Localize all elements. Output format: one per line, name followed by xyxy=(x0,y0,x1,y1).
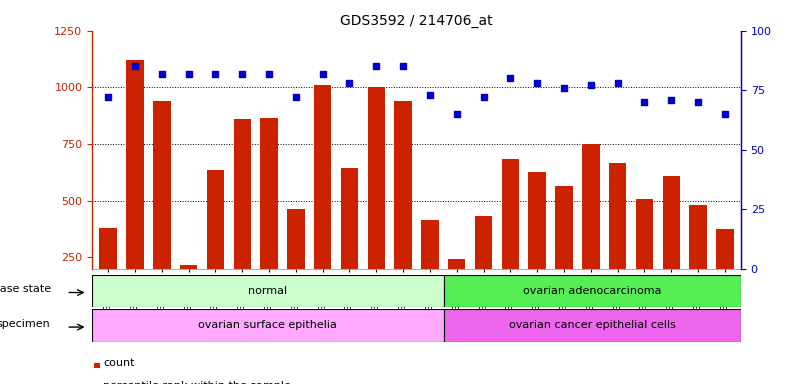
Bar xyxy=(582,144,599,314)
Bar xyxy=(94,363,99,368)
Bar xyxy=(444,309,741,342)
Point xyxy=(450,111,463,117)
Point xyxy=(718,111,731,117)
Point xyxy=(263,71,276,77)
Point xyxy=(182,71,195,77)
Point xyxy=(557,85,570,91)
Point xyxy=(370,63,383,70)
Point xyxy=(396,63,409,70)
Point xyxy=(343,80,356,86)
Text: ovarian adenocarcinoma: ovarian adenocarcinoma xyxy=(523,286,662,296)
Title: GDS3592 / 214706_at: GDS3592 / 214706_at xyxy=(340,14,493,28)
Bar xyxy=(260,118,278,314)
Bar xyxy=(368,88,385,314)
Bar xyxy=(475,215,493,314)
Point xyxy=(316,71,329,77)
Bar xyxy=(394,101,412,314)
Point xyxy=(102,94,115,101)
Bar xyxy=(444,275,741,307)
Bar xyxy=(153,101,171,314)
Bar xyxy=(716,229,734,314)
Bar xyxy=(234,119,251,314)
Point xyxy=(424,92,437,98)
Text: disease state: disease state xyxy=(0,284,50,294)
Point xyxy=(289,94,302,101)
Bar xyxy=(207,170,224,314)
Point xyxy=(611,80,624,86)
Bar xyxy=(314,85,332,314)
Bar xyxy=(127,60,143,314)
Point xyxy=(531,80,544,86)
Point xyxy=(209,71,222,77)
Bar xyxy=(555,186,573,314)
Bar xyxy=(636,199,653,314)
Point xyxy=(129,63,142,70)
Point xyxy=(155,71,168,77)
Bar xyxy=(340,168,358,314)
Point xyxy=(477,94,490,101)
Bar xyxy=(99,228,117,314)
Point xyxy=(638,99,651,105)
Point xyxy=(691,99,704,105)
Bar xyxy=(501,159,519,314)
Bar xyxy=(690,205,706,314)
Text: ovarian cancer epithelial cells: ovarian cancer epithelial cells xyxy=(509,320,676,331)
Bar xyxy=(92,309,444,342)
Point xyxy=(665,97,678,103)
Bar xyxy=(92,275,444,307)
Bar xyxy=(421,220,439,314)
Text: ovarian surface epithelia: ovarian surface epithelia xyxy=(199,320,337,331)
Bar xyxy=(288,209,304,314)
Text: percentile rank within the sample: percentile rank within the sample xyxy=(103,381,292,384)
Text: normal: normal xyxy=(248,286,288,296)
Point xyxy=(235,71,248,77)
Point xyxy=(504,75,517,81)
Text: specimen: specimen xyxy=(0,319,50,329)
Bar xyxy=(662,176,680,314)
Bar xyxy=(609,163,626,314)
Bar xyxy=(180,265,197,314)
Bar xyxy=(448,258,465,314)
Point xyxy=(585,83,598,89)
Text: count: count xyxy=(103,358,135,367)
Bar xyxy=(529,172,545,314)
